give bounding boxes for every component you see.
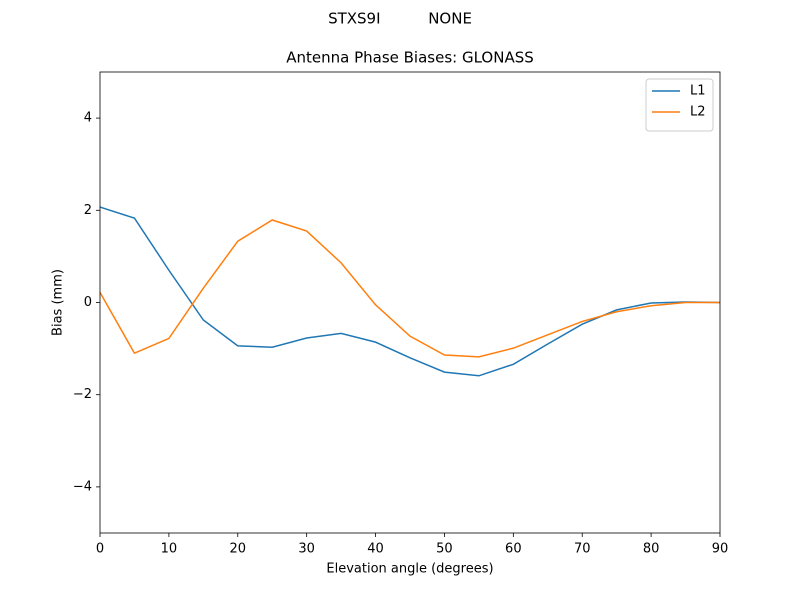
suptitle: STXS9I NONE bbox=[328, 10, 472, 28]
line-series bbox=[99, 206, 721, 377]
y-tick-label: 4 bbox=[84, 111, 92, 126]
x-tick-label: 0 bbox=[96, 542, 104, 557]
x-tick-label: 10 bbox=[161, 542, 178, 557]
legend-label: L1 bbox=[690, 84, 706, 99]
line-series bbox=[99, 219, 720, 358]
x-tick-label: 60 bbox=[505, 542, 522, 557]
x-tick-label: 50 bbox=[436, 542, 453, 557]
x-tick-label: 90 bbox=[712, 542, 729, 557]
y-tick-label: −2 bbox=[73, 387, 92, 402]
chart-title: Antenna Phase Biases: GLONASS bbox=[286, 49, 534, 67]
x-axis-label: Elevation angle (degrees) bbox=[326, 562, 493, 577]
y-tick-label: −4 bbox=[73, 479, 92, 494]
x-tick-label: 30 bbox=[298, 542, 315, 557]
legend-label: L2 bbox=[690, 105, 706, 120]
y-axis-label: Bias (mm) bbox=[51, 269, 66, 336]
y-tick-label: 2 bbox=[84, 203, 92, 218]
x-tick-label: 80 bbox=[643, 542, 660, 557]
x-tick-label: 20 bbox=[230, 542, 247, 557]
y-tick-label: 0 bbox=[84, 295, 92, 310]
x-tick-label: 70 bbox=[574, 542, 591, 557]
axes-frame bbox=[99, 71, 721, 534]
x-tick-label: 40 bbox=[367, 542, 384, 557]
legend-box bbox=[645, 78, 714, 132]
